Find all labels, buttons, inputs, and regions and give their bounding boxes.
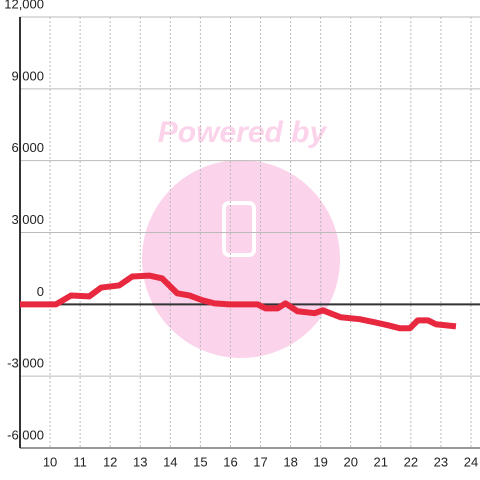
- x-tick-label: 16: [223, 454, 237, 469]
- x-tick-label: 20: [343, 454, 357, 469]
- x-tick-label: 12: [103, 454, 117, 469]
- y-tick-label: 12,000: [4, 0, 44, 11]
- watermark-logo: [142, 160, 340, 358]
- data-line: [20, 272, 457, 332]
- x-tick-label: 15: [193, 454, 207, 469]
- x-tick-label: 10: [43, 454, 57, 469]
- x-tick-label: 17: [253, 454, 267, 469]
- x-tick-label: 11: [73, 454, 87, 469]
- y-tick-label: 6,000: [11, 140, 44, 155]
- x-tick-label: 19: [313, 454, 327, 469]
- x-tick-label: 21: [374, 454, 388, 469]
- y-tick-label: 9,000: [11, 68, 44, 83]
- y-tick-label: -6,000: [7, 427, 44, 442]
- x-tick-label: 23: [434, 454, 448, 469]
- x-tick-label: 18: [283, 454, 297, 469]
- x-tick-label: 14: [163, 454, 177, 469]
- y-tick-label: 3,000: [11, 212, 44, 227]
- y-tick-label: -3,000: [7, 356, 44, 371]
- x-tick-label: 24: [464, 454, 478, 469]
- x-tick-label: 13: [133, 454, 147, 469]
- watermark-text: Powered by: [158, 116, 328, 149]
- y-tick-label: 0: [37, 284, 44, 299]
- x-tick-label: 22: [404, 454, 418, 469]
